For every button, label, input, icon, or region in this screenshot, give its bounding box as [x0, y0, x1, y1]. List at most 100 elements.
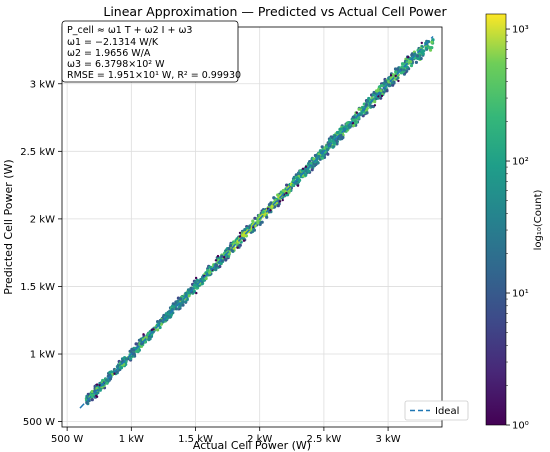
y-tick-label-1: 1 kW — [30, 350, 55, 361]
density-cell-1202 — [361, 106, 365, 110]
annotation-equation: P_cell ≈ ω1 T + ω2 I + ω3 — [67, 25, 192, 36]
density-cell-1067 — [413, 52, 417, 56]
y-tick-label-3: 2 kW — [30, 214, 55, 225]
density-cell-1359 — [393, 67, 398, 71]
density-outlier-31 — [95, 383, 99, 386]
density-outlier-13 — [278, 200, 282, 203]
grid — [62, 27, 442, 427]
density-cell-1385 — [380, 83, 384, 88]
density-cell-1256 — [351, 115, 355, 119]
density-cell-982 — [390, 81, 394, 85]
density-cell-1173 — [104, 378, 108, 382]
density-outlier-23 — [242, 239, 246, 242]
density-cell-1278 — [421, 51, 425, 56]
legend: Ideal — [404, 400, 469, 421]
density-cell-1218 — [353, 121, 357, 125]
density-cell-1363 — [370, 104, 374, 108]
density-cell-1307 — [387, 76, 391, 80]
density-cell-967 — [243, 228, 247, 232]
density-outlier-7 — [389, 74, 393, 77]
density-outlier-20 — [380, 94, 384, 98]
density-cell-1251 — [206, 268, 210, 273]
x-tick-label-0: 500 W — [51, 434, 83, 445]
density-outlier-12 — [194, 276, 198, 280]
density-cell-746 — [399, 71, 403, 75]
density-cell-1070 — [224, 258, 228, 262]
density-cell-1360 — [176, 299, 180, 303]
density-cell-837 — [265, 215, 269, 219]
colorbar-tick-label-0: 10⁰ — [512, 421, 529, 432]
density-cell-1377 — [193, 280, 197, 284]
x-axis: 500 W 1 kW 1.5 kW 2 kW 2.5 kW 3 kW — [51, 427, 401, 445]
annotation-box: P_cell ≈ ω1 T + ω2 I + ω3 ω1 = −2.1314 W… — [61, 20, 241, 83]
y-tick-label-5: 3 kW — [30, 79, 55, 90]
density-cell-1199 — [326, 147, 330, 152]
colorbar-tick-label-1: 10¹ — [512, 289, 529, 300]
density-cell-1296 — [124, 357, 128, 361]
density-cell-1381 — [136, 349, 140, 353]
density-cell-1375 — [85, 395, 89, 399]
density-cell-928 — [326, 152, 330, 156]
density-cell-1252 — [208, 271, 212, 275]
density-cell-1339 — [338, 127, 342, 131]
density-cell-994 — [267, 203, 271, 207]
density-cell-734 — [316, 161, 320, 165]
density-cell-814 — [180, 300, 184, 304]
density-outlier-35 — [301, 167, 305, 170]
y-tick-label-4: 2.5 kW — [20, 147, 55, 158]
density-cell-1298 — [365, 111, 369, 115]
density-cell-1239 — [192, 290, 197, 294]
plot-frame — [61, 26, 443, 428]
density-cell-801 — [391, 83, 395, 87]
density-cell-807 — [260, 220, 264, 224]
density-cell-1015 — [364, 103, 369, 107]
x-axis-label: Actual Cell Power (W) — [193, 439, 311, 452]
density-cell-740 — [85, 401, 89, 405]
density-cell-931 — [90, 395, 94, 399]
density-cell-887 — [428, 48, 433, 52]
density-cell-1266 — [307, 169, 311, 173]
annotation-omega1: ω1 = −2.1314 W/K — [67, 37, 159, 48]
density-cell-1352 — [303, 173, 308, 177]
density-cell-1336 — [291, 183, 295, 187]
density-cell-1365 — [187, 294, 191, 298]
density-cell-1054 — [313, 153, 317, 158]
density-outlier-37 — [223, 256, 226, 259]
density-cell-514 — [129, 357, 133, 361]
annotation-frame — [61, 20, 239, 83]
density-cell-1325 — [382, 82, 386, 86]
density-cell-709 — [424, 46, 428, 50]
density-cell-1162 — [340, 137, 344, 141]
colorbar-tick-label-3: 10³ — [512, 25, 529, 36]
density-cell-1290 — [357, 107, 361, 111]
density-outlier-6 — [113, 372, 116, 375]
density-cell-1369 — [320, 156, 324, 160]
density-cell-1020 — [344, 124, 348, 129]
density-cell-846 — [296, 171, 301, 175]
density-cell-1396 — [119, 366, 124, 370]
density-outlier-22 — [238, 235, 242, 238]
density-cell-1366 — [98, 388, 102, 392]
density-cell-1265 — [402, 68, 406, 72]
density-cell-924 — [253, 216, 257, 220]
density-cell-1216 — [227, 246, 231, 251]
density-outlier-14 — [214, 259, 218, 262]
density-cell-1347 — [345, 121, 349, 125]
density-cell-1036 — [189, 286, 193, 291]
legend-frame — [404, 400, 469, 421]
colorbar-tick-label-2: 10² — [512, 157, 529, 168]
density-cell-1107 — [281, 188, 285, 193]
density-outlier-25 — [269, 209, 272, 212]
density-cell-1331 — [242, 232, 246, 236]
density-cell-873 — [276, 204, 280, 208]
density-cell-219 — [156, 328, 160, 332]
density-cell-1309 — [261, 210, 265, 214]
density-cell-792 — [276, 193, 280, 197]
density-cell-1250 — [214, 263, 218, 267]
density-cell-1155 — [208, 265, 212, 269]
density-cell-1139 — [132, 352, 136, 356]
density-outlier-21 — [407, 55, 410, 59]
density-outlier-24 — [216, 254, 220, 258]
density-cell-724 — [161, 320, 165, 324]
